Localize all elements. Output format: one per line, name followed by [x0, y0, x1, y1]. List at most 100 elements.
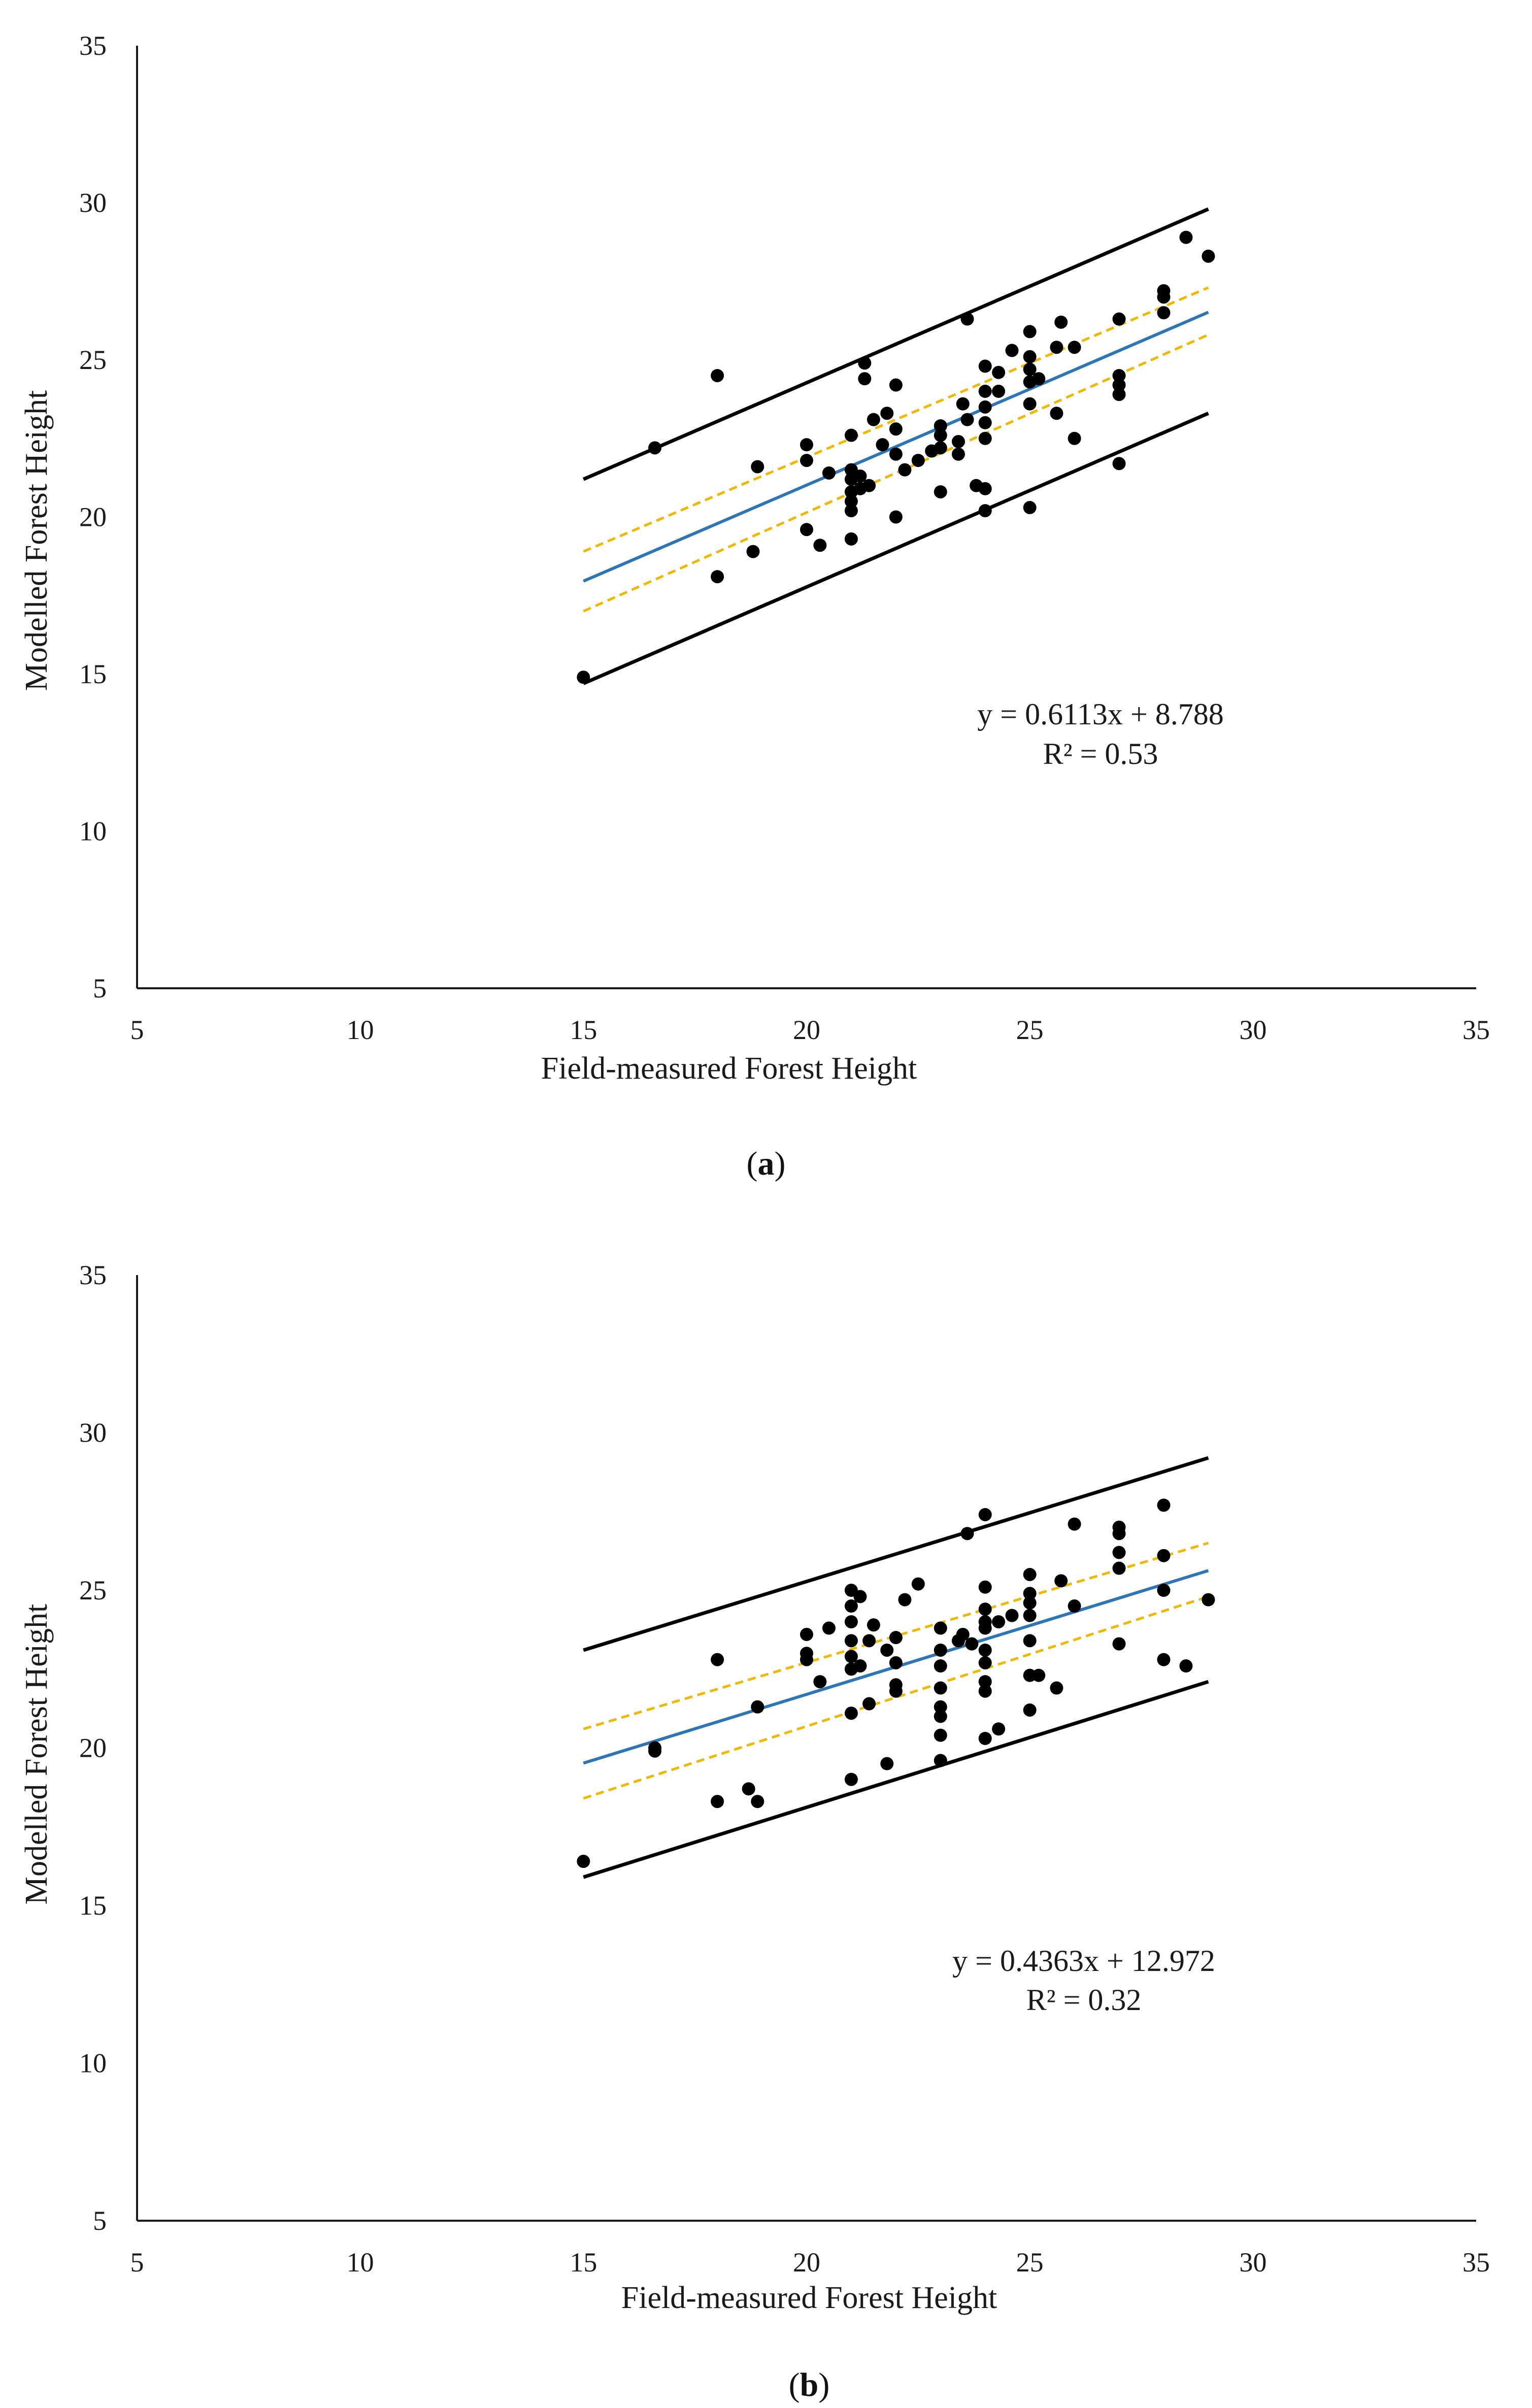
- r-squared-a: R² = 0.53: [1043, 737, 1158, 771]
- data-point-a: [800, 454, 813, 467]
- data-point-b: [844, 1650, 858, 1663]
- confidence-upper-line-b: [583, 1542, 1209, 1730]
- data-point-a: [992, 365, 1006, 379]
- data-point-a: [992, 384, 1006, 398]
- y-tick-label-a: 5: [93, 973, 107, 1004]
- y-tick-label-b: 5: [93, 2205, 107, 2236]
- y-axis-label-b: Modelled Forest Height: [19, 1604, 54, 1904]
- prediction-upper-line-a: [582, 207, 1209, 481]
- data-point-b: [1023, 1587, 1037, 1600]
- panel-caption-a: (a): [747, 1145, 786, 1182]
- data-point-b: [965, 1637, 979, 1651]
- data-point-b: [853, 1590, 867, 1603]
- data-point-b: [934, 1700, 947, 1714]
- data-point-b: [1005, 1609, 1019, 1622]
- panel-caption-b: (b): [789, 2366, 830, 2403]
- data-point-a: [822, 466, 836, 480]
- data-point-a: [951, 447, 965, 461]
- data-point-b: [934, 1643, 947, 1657]
- data-point-a: [1005, 344, 1019, 357]
- data-point-a: [858, 372, 872, 386]
- data-point-a: [978, 416, 992, 429]
- data-point-a: [1023, 350, 1037, 363]
- data-point-b: [844, 1772, 858, 1786]
- x-tick-label-b: 25: [1016, 2247, 1044, 2278]
- data-point-b: [853, 1659, 867, 1673]
- data-point-a: [1023, 362, 1037, 376]
- y-tick-label-b: 15: [79, 1890, 107, 1921]
- data-point-a: [867, 413, 880, 426]
- data-point-a: [711, 369, 724, 382]
- data-point-a: [1179, 230, 1193, 244]
- data-point-b: [1068, 1599, 1081, 1613]
- data-point-b: [1112, 1546, 1126, 1559]
- data-point-b: [1157, 1653, 1171, 1666]
- prediction-lower-line-a: [582, 412, 1209, 685]
- data-point-b: [934, 1621, 947, 1635]
- plot-area-b: 5 10 15 20 25 30 35 5 10 15 20 25 30 35: [79, 1260, 1490, 2278]
- data-point-a: [978, 384, 992, 398]
- data-point-b: [1023, 1609, 1037, 1622]
- data-point-a: [960, 312, 974, 326]
- x-tick-label-a: 10: [347, 1015, 374, 1045]
- data-point-b: [880, 1643, 894, 1657]
- data-point-b: [934, 1754, 947, 1767]
- data-point-b: [1023, 1567, 1037, 1581]
- data-point-b: [1112, 1561, 1126, 1575]
- data-point-a: [889, 510, 903, 524]
- data-point-a: [1023, 325, 1037, 339]
- data-point-b: [1032, 1668, 1046, 1682]
- y-tick-label-a: 25: [79, 345, 107, 375]
- caption-close-b: ): [818, 2366, 829, 2403]
- data-point-b: [1112, 1637, 1126, 1651]
- data-point-a: [1068, 431, 1081, 445]
- data-point-a: [951, 434, 965, 448]
- confidence-lower-line-a: [583, 333, 1209, 613]
- data-point-b: [862, 1634, 876, 1648]
- data-point-b: [1157, 1584, 1171, 1597]
- data-point-a: [934, 428, 947, 442]
- chart-panel-b: 5 10 15 20 25 30 35 5 10 15 20 25 30 35 Field-measure…: [19, 1260, 1490, 2403]
- data-point-b: [800, 1627, 813, 1641]
- data-point-a: [889, 378, 903, 392]
- data-point-b: [711, 1795, 724, 1809]
- prediction-lower-line-b: [583, 1680, 1209, 1879]
- data-point-b: [1157, 1549, 1171, 1562]
- x-tick-label-a: 25: [1016, 1015, 1044, 1045]
- data-point-a: [880, 407, 894, 420]
- data-point-a: [911, 454, 925, 467]
- caption-letter-b: b: [800, 2366, 819, 2403]
- data-point-b: [978, 1602, 992, 1616]
- data-point-a: [1112, 378, 1126, 392]
- data-point-a: [844, 428, 858, 442]
- data-point-a: [853, 470, 867, 483]
- data-point-a: [844, 504, 858, 518]
- x-tick-label-a: 35: [1462, 1015, 1490, 1045]
- x-tick-label-b: 15: [570, 2247, 597, 2278]
- caption-letter-a: a: [758, 1145, 775, 1182]
- data-point-a: [862, 479, 876, 492]
- data-point-b: [889, 1656, 903, 1669]
- y-tick-label-a: 35: [79, 30, 107, 61]
- data-point-a: [844, 532, 858, 546]
- data-point-b: [956, 1627, 970, 1641]
- data-point-b: [978, 1508, 992, 1521]
- data-point-b: [813, 1675, 827, 1689]
- data-point-a: [1068, 341, 1081, 354]
- data-point-a: [711, 570, 724, 584]
- data-point-b: [960, 1527, 974, 1541]
- regression-line-a: [583, 311, 1209, 583]
- data-point-b: [844, 1707, 858, 1720]
- x-axis-label-b: Field-measured Forest Height: [621, 2281, 997, 2315]
- plot-area-a: 5 10 15 20 25 30 35 5 10 15 20 25 30 35: [79, 30, 1490, 1045]
- x-tick-label-b: 20: [793, 2247, 820, 2278]
- data-point-a: [1032, 372, 1046, 386]
- data-point-a: [889, 422, 903, 436]
- data-point-b: [978, 1580, 992, 1594]
- data-point-a: [1050, 407, 1063, 420]
- data-point-b: [844, 1634, 858, 1648]
- data-point-b: [742, 1782, 755, 1796]
- data-point-b: [867, 1618, 880, 1632]
